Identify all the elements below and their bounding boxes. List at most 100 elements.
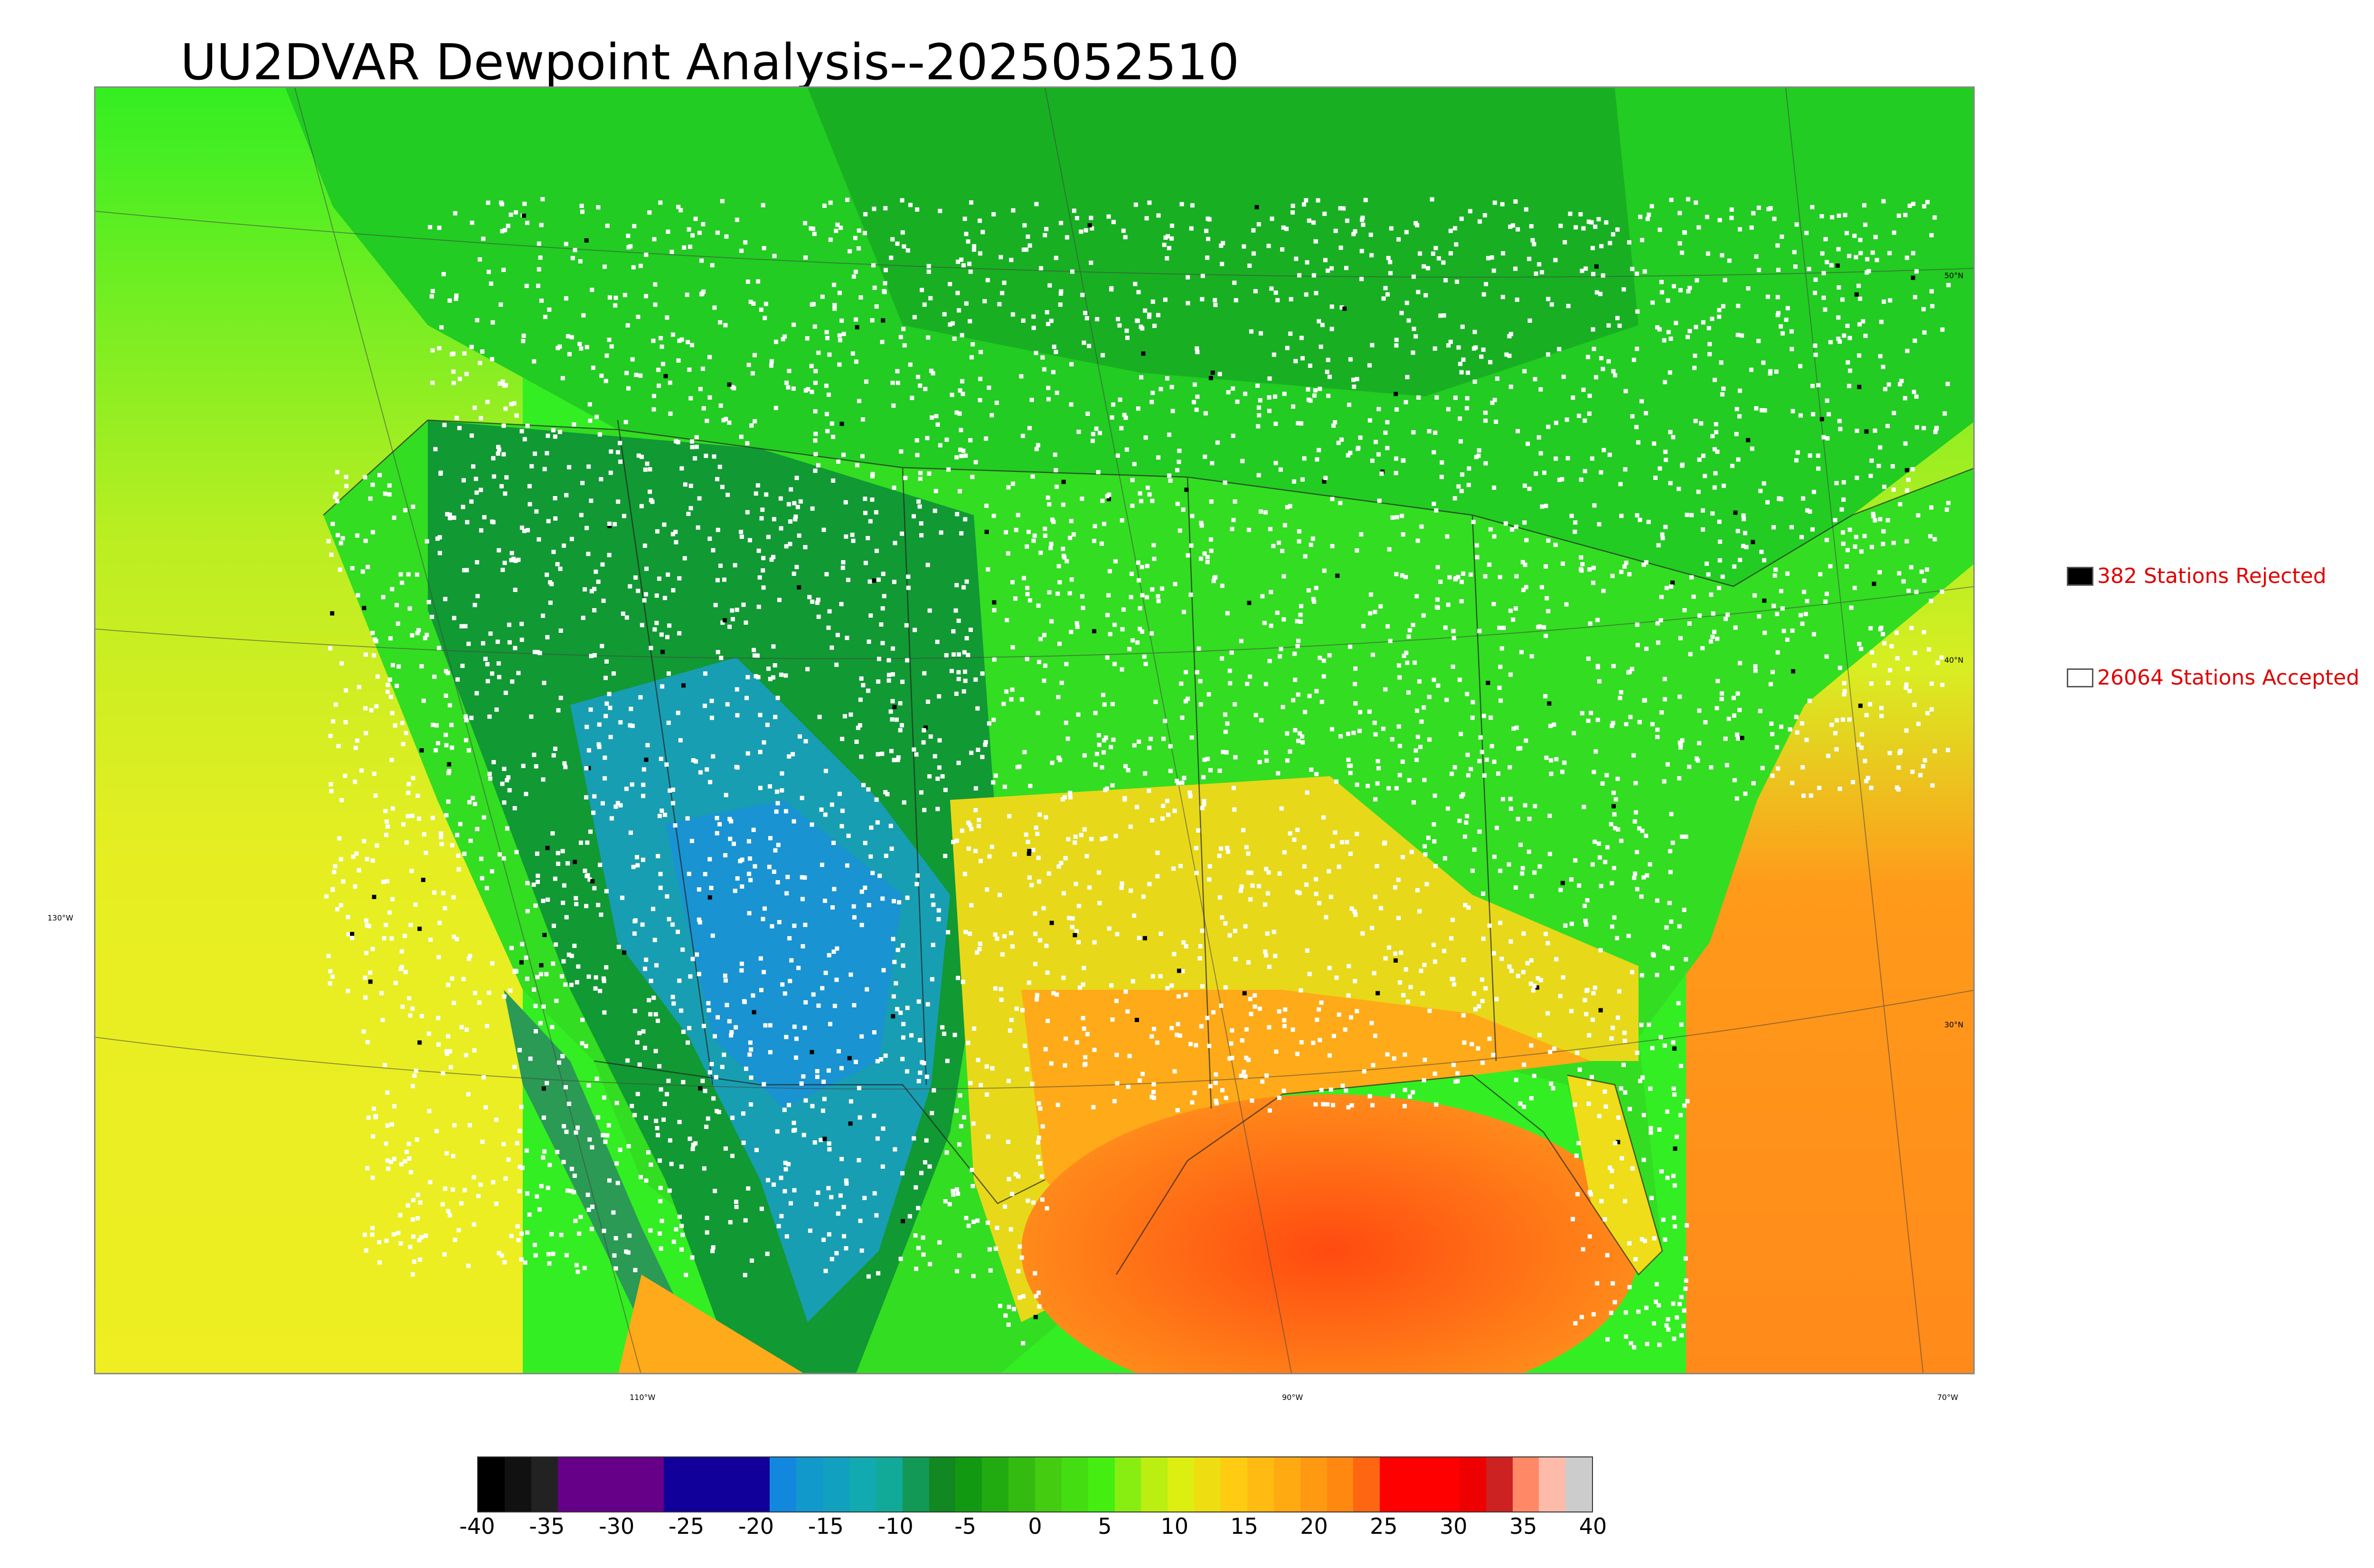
station-marker [1397,675,1402,680]
station-marker [586,1083,591,1088]
station-marker [1876,464,1881,468]
station-marker [1554,456,1558,461]
station-marker [881,1126,886,1131]
station-marker [1604,220,1609,225]
station-marker [689,839,694,843]
station-marker [880,339,885,344]
station-marker [1571,395,1575,400]
station-marker [1036,1155,1040,1159]
colorbar-segment [1539,1457,1566,1512]
station-marker [1030,474,1035,479]
station-marker [984,436,989,441]
station-marker [1394,407,1399,412]
colorbar-segment [982,1457,1009,1512]
station-marker [1163,235,1168,240]
station-marker [1435,597,1440,602]
station-marker [1697,741,1702,745]
station-marker [1239,1073,1244,1078]
station-marker [935,776,940,781]
station-marker [324,894,329,899]
station-marker [832,282,837,287]
station-marker [1583,418,1587,423]
station-marker [892,758,896,762]
station-marker [1106,214,1111,219]
lon-label-70w: 70°W [1937,1393,1959,1402]
station-marker [1539,978,1543,983]
station-marker [886,658,891,663]
station-marker [1006,551,1010,556]
station-marker [1715,637,1720,641]
station-marker [1385,1052,1390,1057]
station-marker [1644,834,1649,838]
station-marker [1537,864,1542,869]
station-marker [1602,448,1606,452]
station-marker [1074,216,1079,220]
dewpoint-map: 50°N 40°N 30°N [94,86,1975,1374]
station-marker [709,715,714,720]
station-marker [1529,894,1534,899]
station-marker [346,932,351,937]
station-marker [1422,963,1427,967]
station-marker [472,1048,477,1053]
station-marker [946,467,951,472]
station-marker [705,419,709,423]
station-marker [1451,1062,1456,1067]
station-marker [772,663,777,667]
station-marker [676,711,680,715]
station-marker [1119,426,1124,431]
station-marker [603,776,607,781]
station-marker [556,851,560,855]
station-marker [800,897,805,901]
station-marker [553,746,557,751]
station-marker [868,854,873,859]
station-marker [1404,300,1409,305]
station-marker [1307,218,1311,223]
station-marker [415,573,419,577]
station-marker [481,1075,486,1080]
station-marker [1249,1012,1253,1016]
station-marker [1467,466,1471,471]
station-marker [413,902,418,907]
station-marker [618,460,623,464]
station-marker [801,1133,806,1137]
station-marker [706,1001,711,1005]
station-marker [766,667,771,671]
station-marker [1751,781,1756,786]
station-marker [838,338,842,343]
station-marker [1057,580,1062,584]
station-marker [1741,513,1746,518]
lon-label-130w: 130°W [47,913,74,922]
station-marker [1735,333,1740,337]
station-marker [1885,518,1890,523]
station-marker [1031,314,1036,319]
station-marker [662,522,667,527]
station-marker [599,374,604,378]
station-marker [1420,991,1425,995]
station-marker [564,1085,568,1089]
station-marker [603,264,607,269]
station-marker [952,337,957,341]
station-marker [1635,347,1639,351]
station-marker [1638,1079,1642,1083]
station-marker [415,631,420,636]
station-marker [603,676,608,680]
station-marker [1775,611,1780,616]
station-marker [1768,369,1773,374]
station-marker [506,1157,511,1162]
station-marker [1816,453,1820,458]
station-marker [424,851,428,855]
station-marker [563,982,568,987]
station-marker [954,1108,959,1113]
station-marker [1821,295,1826,300]
station-marker [1249,871,1253,875]
station-marker [1016,1269,1021,1274]
station-marker [1813,352,1818,357]
station-marker [515,1141,519,1145]
station-marker [1176,781,1180,786]
station-marker [1156,313,1160,318]
station-marker [1239,638,1244,643]
station-marker [1549,758,1554,763]
station-marker [473,477,478,481]
station-marker [665,315,669,320]
station-marker [452,934,456,939]
